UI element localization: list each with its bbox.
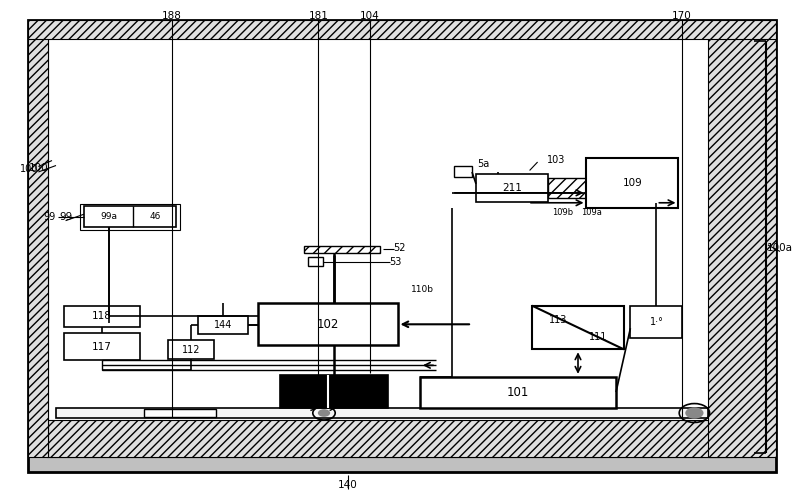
Bar <box>168 340 214 359</box>
Text: 46: 46 <box>149 212 161 221</box>
Text: 118: 118 <box>92 311 112 321</box>
Bar <box>548 178 588 198</box>
Text: 1·°: 1·° <box>650 317 663 327</box>
Text: 101: 101 <box>507 386 529 399</box>
Bar <box>308 257 323 266</box>
Text: 111: 111 <box>589 332 607 342</box>
Bar <box>48 37 756 457</box>
Bar <box>64 306 140 327</box>
Text: 99a: 99a <box>100 212 118 221</box>
Text: 102: 102 <box>317 318 338 331</box>
Bar <box>48 420 732 457</box>
Text: 99: 99 <box>59 212 72 222</box>
Bar <box>258 303 398 345</box>
Bar <box>280 375 388 408</box>
Text: 110b: 110b <box>411 285 434 294</box>
Bar <box>532 306 624 349</box>
Bar <box>708 37 776 457</box>
Text: 100: 100 <box>29 163 48 173</box>
Bar <box>304 246 380 253</box>
Text: 109a: 109a <box>582 208 602 217</box>
Text: 117: 117 <box>92 341 112 352</box>
Text: 100: 100 <box>20 164 38 174</box>
Text: 112: 112 <box>182 345 201 355</box>
Text: 52: 52 <box>394 243 406 252</box>
Text: 181: 181 <box>309 11 328 21</box>
Circle shape <box>318 409 330 417</box>
Text: 170: 170 <box>672 11 691 21</box>
Circle shape <box>686 408 703 418</box>
Text: 99: 99 <box>44 212 56 222</box>
Bar <box>28 37 48 457</box>
Bar <box>476 174 548 202</box>
Text: 109: 109 <box>622 178 642 188</box>
Text: 53: 53 <box>390 257 402 267</box>
Text: 140: 140 <box>338 480 358 490</box>
Text: 144: 144 <box>214 320 232 330</box>
Bar <box>630 306 682 338</box>
Text: 109b: 109b <box>552 208 573 217</box>
Bar <box>198 316 248 334</box>
Text: 211: 211 <box>502 183 522 193</box>
Bar <box>80 204 180 230</box>
Text: 113: 113 <box>549 315 567 325</box>
Bar <box>84 206 176 227</box>
Bar <box>454 166 472 177</box>
Bar <box>586 158 678 208</box>
Bar <box>420 377 616 408</box>
Text: 103: 103 <box>547 155 565 165</box>
Text: 100a: 100a <box>767 243 793 252</box>
Text: 5a: 5a <box>477 159 489 169</box>
Text: 188: 188 <box>162 11 182 21</box>
Bar <box>56 408 708 418</box>
Bar <box>144 409 216 417</box>
Text: 104: 104 <box>360 11 379 21</box>
Bar <box>28 20 776 39</box>
Bar <box>64 333 140 360</box>
